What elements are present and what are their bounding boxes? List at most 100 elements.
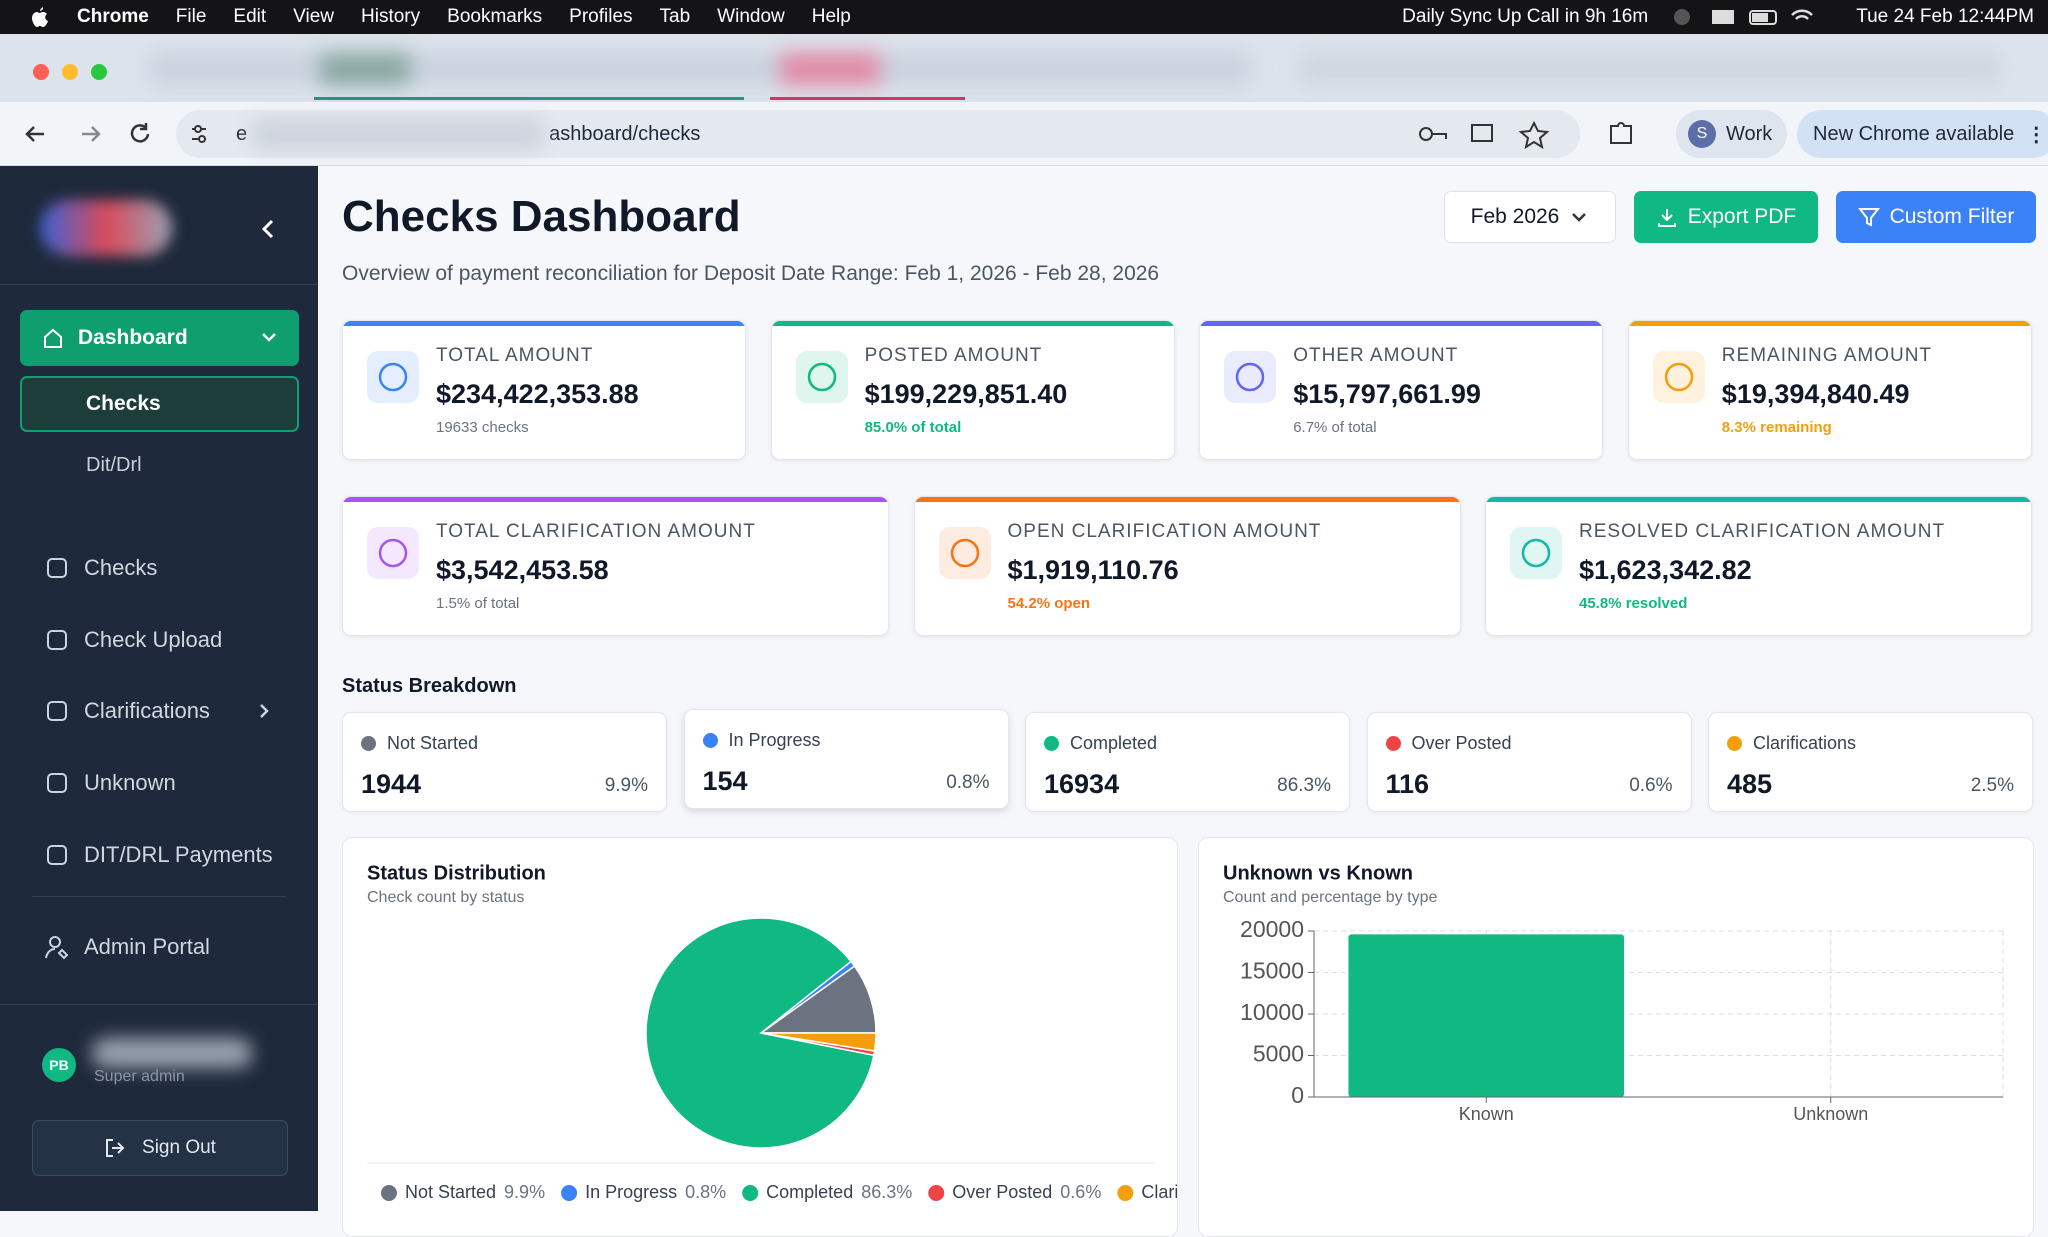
icon-glyph <box>1664 362 1694 392</box>
profile-name: Work <box>1726 122 1773 145</box>
nav-label: Unknown <box>84 770 176 795</box>
card-icon <box>1510 527 1562 579</box>
menu-item[interactable]: Edit <box>233 6 267 27</box>
card-note: 6.7% of total <box>1293 419 1377 436</box>
summary-card: REMAINING AMOUNT $19,394,840.49 8.3% remai… <box>1627 320 2032 460</box>
divider <box>0 1004 318 1005</box>
chart-subtitle: Check count by status <box>367 889 524 906</box>
card-icon <box>367 351 419 403</box>
summary-card: TOTAL AMOUNT $234,422,353.88 19633 checks <box>342 320 746 460</box>
nav-label: Dashboard <box>78 326 188 349</box>
chevron <box>260 704 269 718</box>
status-card: Over Posted 116 0.6% <box>1366 712 1692 812</box>
icon-shape <box>47 701 67 721</box>
icon-shape <box>47 845 67 865</box>
nav-sub[interactable]: Dit/Drl <box>86 454 142 476</box>
legend-value: 0.6% <box>1060 1182 1101 1202</box>
nav-item[interactable]: Clarifications <box>44 698 269 724</box>
nav-label: Checks <box>86 392 161 415</box>
card-label: RESOLVED CLARIFICATION AMOUNT <box>1579 521 1946 542</box>
sign-out-button[interactable]: Sign Out <box>32 1120 288 1176</box>
icon-ring <box>950 538 979 568</box>
calendar-event[interactable]: Daily Sync Up Call in 9h 16m <box>1402 6 1649 27</box>
nav-admin[interactable]: Admin Portal <box>44 934 210 960</box>
status-count: 154 <box>702 766 748 796</box>
url-end: ashboard/checks <box>549 122 701 145</box>
menu-item[interactable]: View <box>293 6 335 27</box>
menu-item[interactable]: Bookmarks <box>447 6 543 27</box>
nav-label: Check Upload <box>84 627 223 652</box>
legend-swatch <box>381 1185 397 1201</box>
menu-item[interactable]: Window <box>717 6 785 27</box>
card-accent <box>343 497 888 502</box>
card-accent <box>343 321 745 326</box>
update-button[interactable]: New Chrome available ⋮ <box>1797 110 2048 158</box>
nav-item[interactable]: Check Upload <box>44 627 222 653</box>
icon-ring <box>378 362 408 392</box>
card-value: $19,394,840.49 <box>1721 379 1910 409</box>
address-icons[interactable] <box>1416 119 1556 149</box>
y-tick-label: 15000 <box>1240 958 1304 984</box>
filter-label: Custom Filter <box>1889 205 2015 228</box>
legend-value: 0.8% <box>685 1182 726 1202</box>
status-name: Over Posted <box>1411 733 1512 753</box>
card-accent <box>1486 497 2031 502</box>
card-value: $3,542,453.58 <box>436 555 609 585</box>
legend-label: Clarifications <box>1141 1182 1178 1202</box>
nav-dashboard[interactable]: Dashboard <box>20 310 299 366</box>
page-subtitle: Overview of payment reconciliation for D… <box>342 262 1160 285</box>
status-dot <box>1044 736 1059 751</box>
nav-sub-active[interactable]: Checks <box>20 376 299 432</box>
nav-icon <box>47 558 67 578</box>
month-select[interactable]: Feb 2026 <box>1444 191 1616 243</box>
status-card: In Progress 154 0.8% <box>683 709 1009 809</box>
logo-blur <box>40 200 172 256</box>
status-name: Not Started <box>387 733 479 753</box>
legend-swatch <box>742 1185 759 1201</box>
card-note: 8.3% remaining <box>1721 419 1832 436</box>
y-tick-label: 0 <box>1291 1082 1304 1108</box>
card-value: $199,229,851.40 <box>864 379 1068 409</box>
profile-avatar: S <box>1688 120 1716 148</box>
legend-value: 9.9% <box>504 1182 545 1202</box>
menu-item[interactable]: Tab <box>659 6 691 27</box>
url-blur <box>253 119 544 149</box>
menu-item[interactable]: Help <box>811 6 851 27</box>
filter-button[interactable]: Custom Filter <box>1836 191 2036 243</box>
status-percent: 2.5% <box>1970 775 2014 796</box>
status-dot <box>1727 736 1742 751</box>
x-tick-label: Known <box>1459 1104 1514 1124</box>
nav-buttons[interactable] <box>20 118 160 150</box>
status-percent: 0.6% <box>1629 775 1673 796</box>
status-area: Daily Sync Up Call in 9h 16m Tue 24 Feb … <box>1402 0 2034 34</box>
collapse-button[interactable] <box>256 214 280 244</box>
menu-item[interactable]: File <box>175 6 207 27</box>
card-label: TOTAL AMOUNT <box>436 345 594 366</box>
card-accent <box>1628 321 2031 326</box>
legend-label: Over Posted <box>952 1182 1052 1202</box>
menu-app[interactable]: Chrome <box>77 6 149 27</box>
nav-item[interactable]: Checks <box>44 555 157 581</box>
apple-icon <box>32 7 48 27</box>
admin-icon <box>45 936 69 960</box>
status-card: Clarifications 485 2.5% <box>1708 712 2033 812</box>
filter-icon <box>1857 208 1880 227</box>
menu-item[interactable]: History <box>361 6 421 27</box>
profile-button[interactable]: S Work <box>1676 110 1787 158</box>
card-label: POSTED AMOUNT <box>864 345 1043 366</box>
menu-item[interactable]: Profiles <box>569 6 633 27</box>
status-card: Not Started 1944 9.9% <box>342 712 667 812</box>
browser-toolbar: e ashboard/checks S Work New Chrome avai… <box>0 102 2048 166</box>
summary-card: OTHER AMOUNT $15,797,661.99 6.7% of total <box>1199 320 1604 460</box>
status-name: In Progress <box>728 730 821 750</box>
extensions-icon[interactable] <box>1606 118 1636 148</box>
export-button[interactable]: Export PDF <box>1634 191 1818 243</box>
nav-item[interactable]: DIT/DRL Payments <box>44 842 273 868</box>
card-icon <box>938 527 991 579</box>
nav-item[interactable]: Unknown <box>44 770 176 796</box>
status-name: Completed <box>1070 733 1158 753</box>
address-bar[interactable]: e ashboard/checks <box>176 110 1580 158</box>
legend-label: Completed <box>766 1182 853 1202</box>
status-percent: 86.3% <box>1277 775 1331 796</box>
